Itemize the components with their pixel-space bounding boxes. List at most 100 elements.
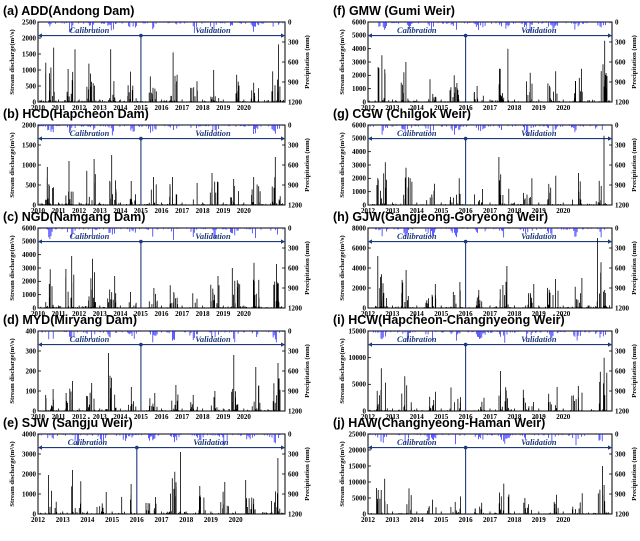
y-left-tick-label: 0 bbox=[363, 98, 367, 106]
x-tick-label: 2016 bbox=[459, 516, 474, 524]
validation-label: Validation bbox=[195, 335, 231, 344]
y-right-tick-label: 600 bbox=[615, 58, 626, 66]
y-left-tick-label: 400 bbox=[26, 327, 37, 335]
x-tick-label: 2014 bbox=[410, 104, 425, 112]
period-arrow-right bbox=[608, 33, 612, 38]
x-tick-label: 2015 bbox=[434, 413, 449, 421]
x-tick-label: 2012 bbox=[72, 310, 87, 318]
y-left-axis-label: Stream discharge(m³/s) bbox=[339, 29, 346, 94]
period-arrow-right bbox=[281, 136, 285, 141]
y-left-tick-label: 4000 bbox=[22, 430, 37, 438]
precipitation-bars bbox=[38, 331, 284, 343]
chart-panel-7: (g) CGW (Chilgok Weir)010002000300040005… bbox=[333, 107, 638, 215]
y-left-tick-label: 0 bbox=[363, 510, 367, 518]
x-tick-label: 2017 bbox=[155, 516, 170, 524]
x-tick-label: 2010 bbox=[31, 104, 46, 112]
y-left-axis-label: Stream discharge(m³/s) bbox=[339, 441, 346, 506]
y-right-tick-label: 300 bbox=[615, 38, 626, 46]
period-arrow-left bbox=[38, 342, 42, 347]
x-tick-label: 2016 bbox=[155, 413, 170, 421]
split-marker bbox=[139, 342, 143, 347]
x-tick-label: 2012 bbox=[361, 413, 376, 421]
discharge-series bbox=[39, 155, 284, 205]
y-right-tick-label: 900 bbox=[288, 490, 299, 498]
y-left-tick-label: 300 bbox=[26, 347, 37, 355]
y-right-tick-label: 600 bbox=[288, 367, 299, 375]
x-tick-label: 2016 bbox=[130, 516, 145, 524]
x-tick-label: 2013 bbox=[93, 413, 108, 421]
calibration-label: Calibration bbox=[397, 232, 437, 241]
x-tick-label: 2014 bbox=[113, 413, 128, 421]
y-right-tick-label: 1200 bbox=[615, 98, 630, 106]
y-left-tick-label: 2000 bbox=[22, 470, 37, 478]
y-right-tick-label: 600 bbox=[615, 367, 626, 375]
chart-panel-4: (d) MYD(Miryang Dam) 0 100 200 300 400 0 300 600… bbox=[3, 313, 311, 421]
x-tick-label: 2018 bbox=[196, 413, 211, 421]
x-tick-label: 2019 bbox=[216, 207, 231, 215]
calibration-label: Calibration bbox=[70, 26, 110, 35]
y-left-tick-label: 0 bbox=[33, 510, 37, 518]
chart-panel-3: (c) NGD(Namgang Dam)01000200030004000500… bbox=[3, 210, 311, 318]
x-tick-label: 2014 bbox=[410, 207, 425, 215]
chart-panel-1: (a) ADD(Andong Dam) 0 500 1000 1500 2000 2500 0… bbox=[3, 4, 311, 112]
discharge-series bbox=[369, 357, 613, 411]
x-tick-label: 2019 bbox=[532, 310, 547, 318]
x-tick-label: 2017 bbox=[175, 104, 190, 112]
y-left-tick-label: 2000 bbox=[22, 34, 37, 42]
split-marker bbox=[135, 445, 139, 450]
period-arrow-left bbox=[368, 342, 372, 347]
x-tick-label: 2014 bbox=[410, 413, 425, 421]
calibration-label: Calibration bbox=[70, 129, 110, 138]
x-tick-label: 2019 bbox=[532, 413, 547, 421]
panel-title: (c) NGD(Namgang Dam) bbox=[3, 210, 145, 224]
chart-panel-9: (i) HCW(Hapcheon-Changnyeong Weir) 0 5000 1… bbox=[333, 313, 638, 421]
precipitation-bars bbox=[375, 228, 611, 238]
y-right-tick-label: 0 bbox=[615, 224, 619, 232]
y-left-tick-label: 15000 bbox=[349, 462, 367, 470]
calibration-label: Calibration bbox=[70, 232, 110, 241]
x-tick-label: 2017 bbox=[483, 104, 498, 112]
x-tick-label: 2020 bbox=[237, 207, 252, 215]
x-tick-label: 2013 bbox=[385, 207, 400, 215]
y-left-tick-label: 0 bbox=[33, 304, 37, 312]
y-right-tick-label: 1200 bbox=[615, 510, 630, 518]
x-tick-label: 2012 bbox=[72, 413, 87, 421]
x-tick-label: 2018 bbox=[507, 104, 522, 112]
period-arrow-left bbox=[368, 136, 372, 141]
y-right-axis-label: Precipitation (mm) bbox=[631, 138, 638, 192]
x-tick-label: 2011 bbox=[52, 413, 66, 421]
y-left-tick-label: 0 bbox=[363, 304, 367, 312]
y-right-tick-label: 1200 bbox=[615, 304, 630, 312]
precipitation-bars bbox=[378, 22, 611, 32]
y-right-tick-label: 300 bbox=[288, 244, 299, 252]
y-right-tick-label: 600 bbox=[288, 161, 299, 169]
discharge-series bbox=[368, 40, 611, 102]
y-right-axis-label: Precipitation (mm) bbox=[304, 138, 311, 192]
y-right-tick-label: 300 bbox=[288, 38, 299, 46]
x-tick-label: 2014 bbox=[410, 310, 425, 318]
x-tick-label: 2013 bbox=[385, 516, 400, 524]
y-left-tick-label: 2000 bbox=[22, 278, 37, 286]
precipitation-bars bbox=[369, 125, 611, 137]
x-tick-label: 2016 bbox=[155, 104, 170, 112]
y-right-tick-label: 300 bbox=[288, 347, 299, 355]
x-tick-label: 2016 bbox=[459, 207, 474, 215]
y-right-tick-label: 0 bbox=[288, 327, 292, 335]
y-left-tick-label: 200 bbox=[26, 367, 37, 375]
y-right-tick-label: 600 bbox=[288, 264, 299, 272]
y-left-axis-label: Stream discharge(m³/s) bbox=[9, 29, 16, 94]
y-left-tick-label: 3000 bbox=[22, 264, 37, 272]
y-left-tick-label: 15000 bbox=[349, 327, 367, 335]
x-tick-label: 2017 bbox=[175, 413, 190, 421]
y-left-tick-label: 1000 bbox=[22, 291, 37, 299]
y-right-tick-label: 1200 bbox=[288, 304, 303, 312]
y-right-tick-label: 900 bbox=[615, 284, 626, 292]
y-left-tick-label: 1000 bbox=[352, 188, 367, 196]
x-tick-label: 2017 bbox=[483, 516, 498, 524]
x-tick-label: 2017 bbox=[483, 207, 498, 215]
y-right-tick-label: 300 bbox=[615, 450, 626, 458]
y-left-tick-label: 4000 bbox=[352, 264, 367, 272]
split-marker bbox=[463, 33, 468, 38]
calibration-label: Calibration bbox=[68, 438, 108, 447]
